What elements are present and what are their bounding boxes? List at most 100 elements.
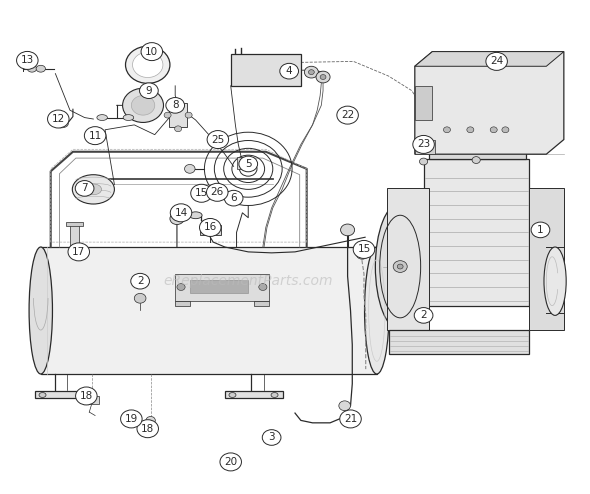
Text: 13: 13 <box>21 55 34 65</box>
Circle shape <box>337 106 358 124</box>
Circle shape <box>185 112 192 118</box>
Polygon shape <box>415 51 564 154</box>
Text: 26: 26 <box>211 187 224 197</box>
Text: 20: 20 <box>224 457 237 467</box>
Text: 2: 2 <box>137 276 143 286</box>
Circle shape <box>120 410 142 428</box>
Text: 17: 17 <box>72 247 86 257</box>
Circle shape <box>146 416 155 424</box>
Text: 9: 9 <box>146 85 152 96</box>
Circle shape <box>220 453 241 471</box>
Circle shape <box>472 157 480 164</box>
Text: 3: 3 <box>268 432 275 443</box>
Polygon shape <box>424 159 529 306</box>
Polygon shape <box>41 247 377 374</box>
Text: 22: 22 <box>341 110 354 120</box>
Ellipse shape <box>375 203 425 330</box>
Circle shape <box>309 70 314 75</box>
Text: 15: 15 <box>358 245 371 254</box>
Ellipse shape <box>123 115 134 121</box>
Polygon shape <box>415 86 432 120</box>
Polygon shape <box>200 225 221 235</box>
Circle shape <box>166 97 185 113</box>
Circle shape <box>397 264 403 269</box>
Circle shape <box>76 387 97 405</box>
Ellipse shape <box>544 247 566 315</box>
Circle shape <box>206 183 228 201</box>
Circle shape <box>135 293 146 303</box>
Text: 1: 1 <box>537 225 544 235</box>
Text: 8: 8 <box>172 100 179 110</box>
Circle shape <box>467 127 474 133</box>
Circle shape <box>502 127 509 133</box>
Circle shape <box>141 42 163 61</box>
Circle shape <box>263 430 281 445</box>
Circle shape <box>170 213 184 225</box>
Polygon shape <box>237 157 246 169</box>
Text: 6: 6 <box>230 193 237 203</box>
Ellipse shape <box>85 184 101 195</box>
Polygon shape <box>175 274 268 301</box>
Text: 16: 16 <box>204 222 217 233</box>
Polygon shape <box>415 139 435 154</box>
Polygon shape <box>190 280 248 293</box>
Text: 18: 18 <box>80 391 93 401</box>
Circle shape <box>531 222 550 238</box>
Polygon shape <box>254 301 268 306</box>
Polygon shape <box>35 391 93 399</box>
Text: ON/
OFF: ON/ OFF <box>244 60 253 71</box>
Circle shape <box>175 98 182 104</box>
Polygon shape <box>441 120 512 139</box>
Ellipse shape <box>73 175 114 204</box>
Ellipse shape <box>229 393 236 398</box>
Text: 21: 21 <box>344 414 357 424</box>
Circle shape <box>133 52 163 78</box>
Text: 4: 4 <box>286 66 293 76</box>
Circle shape <box>126 46 170 83</box>
Circle shape <box>419 158 428 165</box>
Polygon shape <box>83 397 99 404</box>
Text: 14: 14 <box>175 208 188 218</box>
Circle shape <box>490 127 497 133</box>
Polygon shape <box>388 188 430 330</box>
Circle shape <box>414 308 433 323</box>
Polygon shape <box>66 222 83 226</box>
Circle shape <box>316 71 330 83</box>
Text: 7: 7 <box>81 183 88 193</box>
Polygon shape <box>388 330 529 355</box>
Text: 23: 23 <box>417 139 430 149</box>
Circle shape <box>171 204 192 222</box>
Circle shape <box>48 110 69 128</box>
Circle shape <box>132 95 155 115</box>
Circle shape <box>207 130 228 149</box>
Text: 24: 24 <box>490 56 503 66</box>
Ellipse shape <box>81 393 88 398</box>
Circle shape <box>239 156 258 172</box>
Text: 18: 18 <box>141 424 155 434</box>
Ellipse shape <box>189 212 202 219</box>
Polygon shape <box>70 225 78 247</box>
Ellipse shape <box>271 393 278 398</box>
Ellipse shape <box>27 65 37 72</box>
Circle shape <box>413 135 434 154</box>
Circle shape <box>444 127 450 133</box>
Circle shape <box>356 249 368 259</box>
Polygon shape <box>529 188 564 330</box>
Circle shape <box>259 284 267 290</box>
Ellipse shape <box>54 120 68 128</box>
Circle shape <box>224 190 243 206</box>
Text: 19: 19 <box>124 414 138 424</box>
Text: 5: 5 <box>245 159 251 169</box>
Polygon shape <box>225 391 283 399</box>
Circle shape <box>164 112 171 118</box>
Circle shape <box>340 410 361 428</box>
Circle shape <box>353 241 375 258</box>
Circle shape <box>320 75 326 80</box>
Circle shape <box>185 165 195 173</box>
Polygon shape <box>169 103 187 127</box>
Circle shape <box>76 181 94 196</box>
Ellipse shape <box>365 247 389 374</box>
Text: 2: 2 <box>420 310 427 321</box>
Circle shape <box>191 184 212 202</box>
Circle shape <box>137 420 159 438</box>
